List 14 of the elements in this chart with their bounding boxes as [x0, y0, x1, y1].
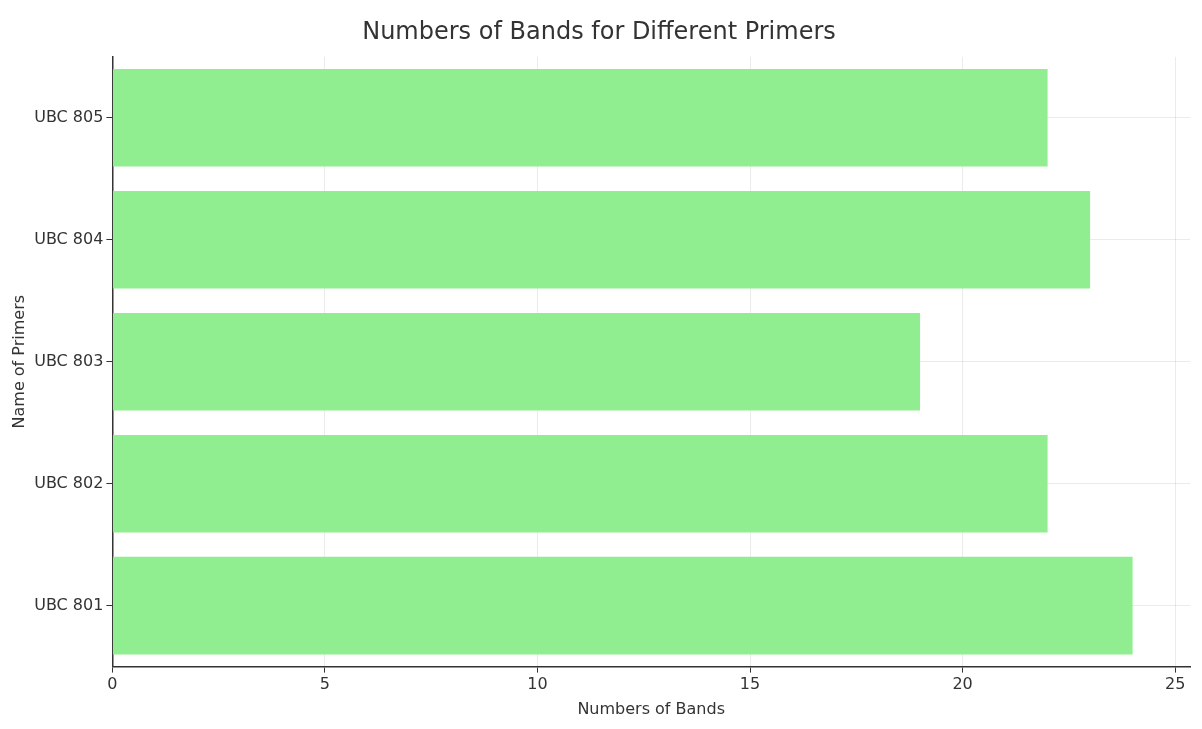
chart-title: Numbers of Bands for Different Primers: [362, 16, 836, 45]
x-tick-label: 20: [952, 674, 973, 694]
y-tick-label: UBC 803: [34, 350, 104, 370]
y-tick-label: UBC 802: [34, 472, 104, 492]
x-axis-title: Numbers of Bands: [577, 698, 726, 718]
y-axis-title: Name of Primers: [8, 294, 28, 429]
y-tick-label: UBC 805: [34, 106, 104, 126]
x-tick-label: 5: [319, 674, 331, 694]
x-tick-label: 15: [739, 674, 761, 694]
y-tick-label: UBC 801: [34, 594, 104, 614]
x-tick-label: 10: [527, 674, 548, 694]
x-tick-label: 0: [107, 674, 118, 694]
x-tick-label: 25: [1164, 674, 1186, 694]
y-tick-label: UBC 804: [34, 228, 104, 248]
